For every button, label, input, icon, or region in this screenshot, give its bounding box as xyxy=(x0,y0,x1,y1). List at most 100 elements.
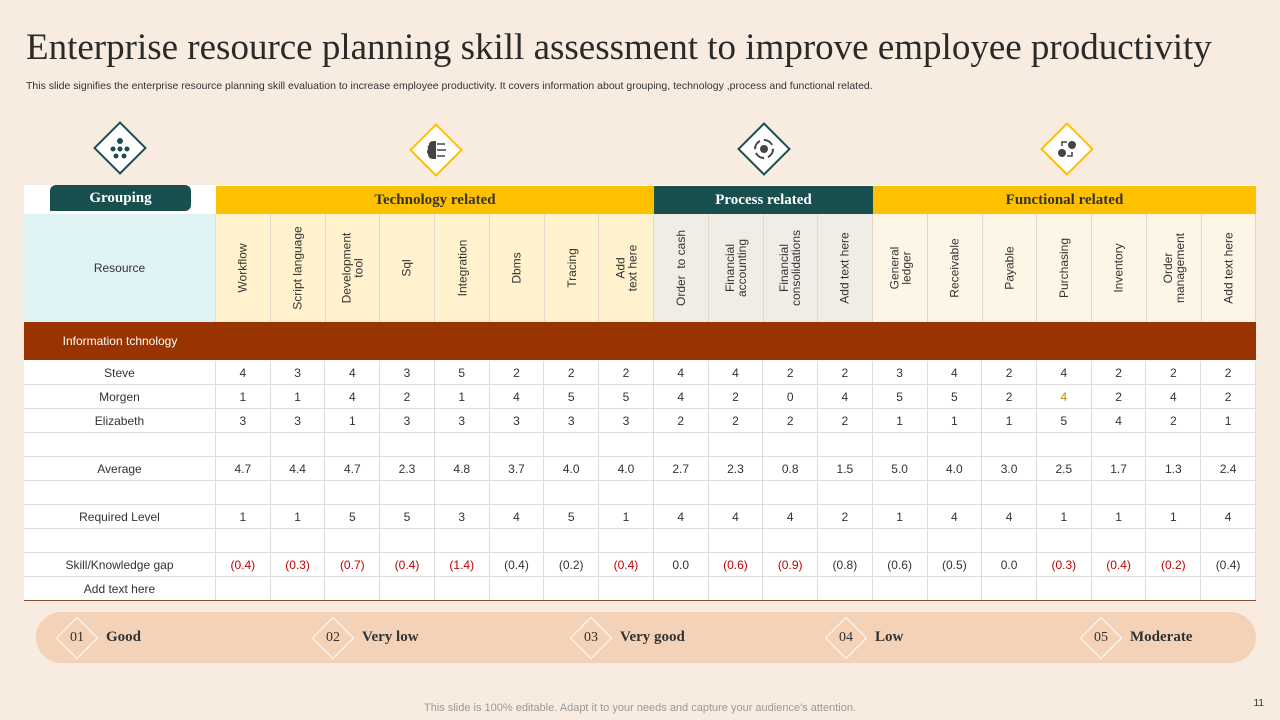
legend-number-badge: 02 xyxy=(311,616,355,659)
functional-header: Functional related xyxy=(873,186,1256,214)
legend-number-badge: 05 xyxy=(1079,616,1123,659)
table-cell xyxy=(380,481,435,504)
table-cell: (0.3) xyxy=(271,553,326,576)
table-cell xyxy=(928,529,983,552)
footer-note: This slide is 100% editable. Adapt it to… xyxy=(424,702,856,714)
table-cell xyxy=(1201,481,1256,504)
table-cell xyxy=(325,577,381,600)
table-cell xyxy=(654,577,709,600)
table-cell: (0.4) xyxy=(490,553,545,576)
table-cell xyxy=(763,577,819,600)
table-cell: 2 xyxy=(1092,385,1147,408)
table-cell: 4 xyxy=(654,361,709,384)
table-cell: 1 xyxy=(325,409,381,432)
table-cell xyxy=(271,433,326,456)
table-cell: 4.4 xyxy=(271,457,326,480)
table-cell: 3 xyxy=(271,361,326,384)
table-cell xyxy=(435,481,490,504)
column-header-label: Script language xyxy=(290,226,305,310)
table-cell: 4 xyxy=(709,505,764,528)
table-cell: 2 xyxy=(818,361,873,384)
table-cell xyxy=(928,481,983,504)
rating-legend: 01 Good 02 Very low 03 Very good 04 Low 05 Modera… xyxy=(36,612,1256,663)
table-row: Add text here xyxy=(24,577,1256,601)
resource-header: Resource xyxy=(24,214,216,322)
table-cell xyxy=(763,433,819,456)
table-cell: 4 xyxy=(928,361,983,384)
table-cell: 1 xyxy=(435,385,490,408)
table-cell xyxy=(490,481,545,504)
table-cell: 2.7 xyxy=(654,457,709,480)
table-cell: 4 xyxy=(763,505,819,528)
table-cell xyxy=(1146,529,1202,552)
legend-number: 04 xyxy=(839,629,853,645)
table-cell xyxy=(544,433,600,456)
table-cell: 2 xyxy=(709,409,764,432)
table-cell: 1 xyxy=(1037,505,1092,528)
column-header: Inventory xyxy=(1092,214,1147,322)
column-header: Order management xyxy=(1146,214,1202,322)
table-cell xyxy=(216,481,271,504)
legend-item: 03 Very good xyxy=(569,612,685,663)
column-header-label: Inventory xyxy=(1111,243,1126,293)
column-header: Integration xyxy=(435,214,490,322)
table-cell xyxy=(490,433,545,456)
table-cell: 4 xyxy=(654,385,709,408)
row-label: Average xyxy=(24,457,216,480)
table-row: Average 4.7 4.4 4.7 2.3 4.8 3.7 4.0 4.0 2.7 2.3 0.8… xyxy=(24,457,1256,481)
table-cell: 5 xyxy=(380,505,435,528)
table-cell xyxy=(325,433,381,456)
table-cell: 5 xyxy=(544,385,600,408)
resource-label: Resource xyxy=(93,261,146,275)
column-header: Development tool xyxy=(325,214,381,322)
page-number: 11 xyxy=(1253,698,1264,709)
table-cell: 5.0 xyxy=(873,457,928,480)
table-cell: 0.0 xyxy=(982,553,1037,576)
table-cell xyxy=(709,433,764,456)
table-cell xyxy=(544,481,600,504)
legend-number: 01 xyxy=(70,629,84,645)
table-cell: 1.3 xyxy=(1146,457,1202,480)
table-cell xyxy=(982,529,1037,552)
table-cell xyxy=(435,577,490,600)
table-cell: 5 xyxy=(325,505,381,528)
column-header: Tracing xyxy=(544,214,600,322)
table-cell: 0 xyxy=(763,385,819,408)
table-cell xyxy=(873,481,928,504)
table-cell xyxy=(709,577,764,600)
legend-item: 02 Very low xyxy=(311,612,419,663)
table-cell: 2.4 xyxy=(1201,457,1256,480)
table-cell xyxy=(216,529,271,552)
table-cell: (0.7) xyxy=(325,553,381,576)
table-row: Morgen 1 1 4 2 1 4 5 5 4 2 0 4 5 5 2 4 2 4 2 xyxy=(24,385,1256,409)
table-cell: (0.2) xyxy=(1146,553,1202,576)
table-cell: (0.6) xyxy=(709,553,764,576)
table-cell xyxy=(1037,433,1092,456)
column-header-label: Order to cash xyxy=(673,229,688,307)
table-cell xyxy=(544,577,600,600)
grouping-header: Grouping xyxy=(50,185,191,211)
table-cell xyxy=(1146,481,1202,504)
table-cell: 3.0 xyxy=(982,457,1037,480)
table-cell xyxy=(654,433,709,456)
column-header-label: Add text here xyxy=(838,232,853,304)
row-label: Skill/Knowledge gap xyxy=(24,553,216,576)
table-cell xyxy=(1201,577,1256,600)
legend-number: 02 xyxy=(326,629,340,645)
table-cell xyxy=(982,433,1037,456)
table-cell xyxy=(1092,577,1147,600)
skill-assessment-table: Grouping Technology related Process rela… xyxy=(24,185,1257,601)
table-cell: 4.0 xyxy=(544,457,600,480)
table-cell: 3 xyxy=(599,409,654,432)
row-label xyxy=(24,481,216,504)
table-cell xyxy=(818,577,873,600)
table-cell: 5 xyxy=(873,385,928,408)
table-cell: 2.3 xyxy=(380,457,435,480)
table-cell xyxy=(599,433,654,456)
people-network-icon xyxy=(103,131,137,165)
table-cell xyxy=(599,481,654,504)
table-cell: 4.0 xyxy=(928,457,983,480)
table-cell: 4.8 xyxy=(435,457,490,480)
table-cell: 3 xyxy=(216,409,271,432)
table-cell xyxy=(435,529,490,552)
